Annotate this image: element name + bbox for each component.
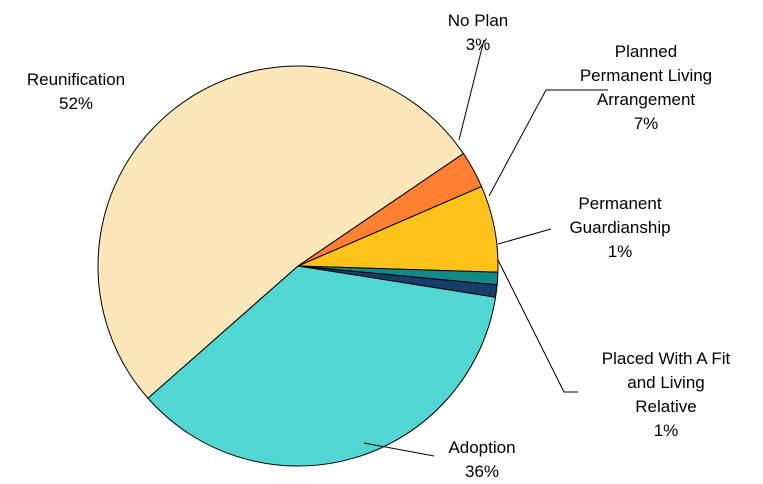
slice-name-label: Placed With A Fit — [602, 349, 731, 368]
slice-value-label: 36% — [465, 462, 499, 481]
slice-name-label: Relative — [635, 397, 696, 416]
pie-slice — [97, 65, 465, 399]
slice-value-label: 3% — [466, 35, 491, 54]
slice-value-label: 52% — [59, 94, 93, 113]
slice-name-label: Planned — [615, 42, 677, 61]
slice-label: Placed With A Fit and Living Relative 1% — [602, 349, 731, 440]
slice-label: Reunification 52% — [27, 70, 125, 113]
slice-name-label: Reunification — [27, 70, 125, 89]
leader-line — [497, 259, 578, 393]
slice-label: Permanent Guardianship 1% — [569, 194, 670, 261]
pie-slices — [97, 65, 499, 467]
pie-slice — [147, 265, 497, 467]
leader-line — [458, 39, 485, 141]
slice-value-label: 1% — [654, 421, 679, 440]
leader-line — [497, 228, 552, 245]
leader-line — [363, 442, 435, 457]
leader-line — [488, 89, 608, 197]
slice-name-label: Permanent Living — [580, 66, 712, 85]
slice-label: Planned Permanent Living Arrangement 7% — [580, 42, 712, 133]
slice-label: No Plan 3% — [448, 11, 508, 54]
slice-name-label: Adoption — [448, 438, 515, 457]
slice-name-label: and Living — [627, 373, 705, 392]
slice-labels: Reunification 52% No Plan 3% Planned Permanen… — [27, 11, 731, 481]
slice-name-label: No Plan — [448, 11, 508, 30]
slice-name-label: Arrangement — [597, 90, 696, 109]
slice-label: Adoption 36% — [448, 438, 515, 481]
slice-value-label: 1% — [608, 242, 633, 261]
slice-value-label: 7% — [634, 114, 659, 133]
slice-name-label: Permanent — [578, 194, 661, 213]
slice-name-label: Guardianship — [569, 218, 670, 237]
leader-lines — [363, 39, 608, 457]
